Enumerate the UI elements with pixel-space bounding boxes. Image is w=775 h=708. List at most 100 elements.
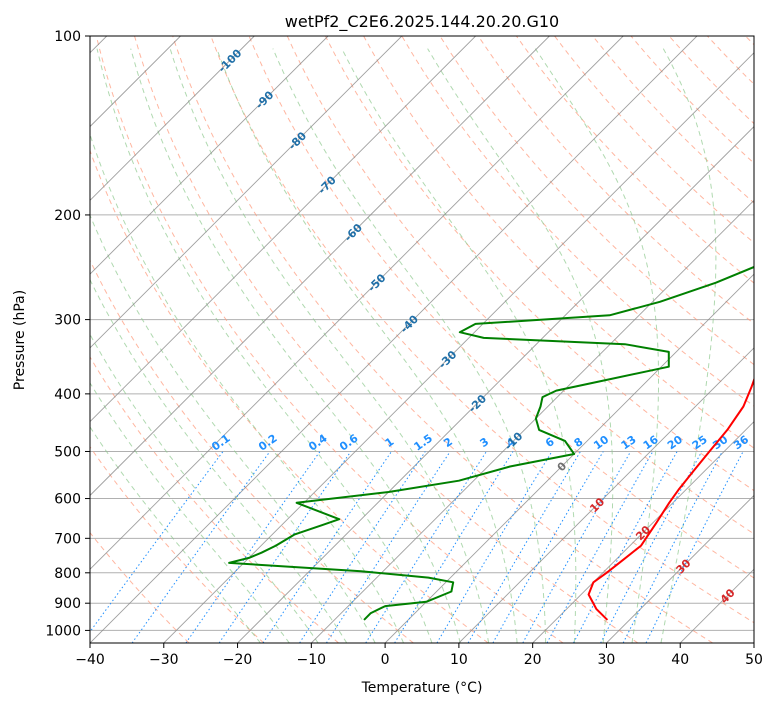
mixing-ratio-line [325, 451, 451, 643]
mixing-ratio-label: 30 [710, 433, 730, 453]
y-tick-label: 600 [54, 492, 81, 508]
background-lines [90, 36, 754, 643]
y-axis-label: Pressure (hPa) [12, 290, 28, 390]
moist-adiabat-line [216, 48, 518, 643]
mixing-ratio-line [299, 451, 426, 643]
mixing-ratio-label: 25 [690, 433, 710, 452]
moist-adiabat-line [660, 48, 717, 643]
isotherm-line [90, 36, 403, 349]
isotherm-label: -40 [398, 312, 421, 335]
isotherm-line [90, 36, 698, 643]
moist-adiabat-line [427, 48, 614, 643]
isotherm-line [458, 347, 754, 643]
mixing-ratio-label: 0.4 [306, 431, 330, 453]
moist-adiabat-line [96, 48, 433, 643]
mixing-ratio-line [90, 451, 224, 633]
isotherm-line [90, 36, 255, 201]
dry-adiabat-line [90, 149, 489, 643]
mixing-ratio-line [522, 451, 632, 643]
mixing-ratio-line [262, 451, 392, 643]
profile-lines [228, 265, 754, 621]
dry-adiabat-line [745, 36, 754, 46]
mixing-ratio-label: 36 [731, 433, 751, 453]
dry-adiabat-line [95, 36, 564, 643]
y-axis: 100 200 300 400 500 600 700 800 900 1000 [45, 29, 90, 639]
moist-adiabat-line [90, 333, 319, 643]
mixing-ratio-line [436, 451, 553, 643]
isotherm-line [753, 642, 754, 643]
moist-adiabat-line [534, 48, 659, 643]
x-tick-label: −30 [149, 652, 179, 668]
isotherm-line [311, 199, 754, 643]
chart-title: wetPf2_C2E6.2025.144.20.20.G10 [285, 12, 559, 32]
mixing-ratio-label: 1 [383, 435, 397, 450]
x-tick-label: −10 [297, 652, 327, 668]
dry-adiabat-line [90, 445, 265, 643]
moist-adiabat-line [90, 381, 290, 643]
mixing-ratio-label: 10 [591, 433, 611, 453]
dry-adiabat-line [401, 36, 754, 407]
moist-adiabat-line [341, 48, 577, 643]
mixing-ratio-label: 0.1 [209, 432, 232, 454]
isotherm-label: -10 [502, 429, 525, 452]
mixing-ratio-line [185, 451, 321, 643]
isotherm-label: -70 [316, 173, 339, 196]
dry-adiabat-line [248, 36, 754, 579]
isotherm-line [606, 494, 754, 643]
y-tick-label: 500 [54, 444, 81, 460]
isotherm-line [90, 36, 624, 570]
dry-adiabat-line [90, 531, 190, 643]
dry-adiabat-line [210, 36, 754, 624]
isotherm-line [90, 36, 550, 497]
mixing-ratio-line [218, 451, 352, 643]
mixing-ratio-label: 0.6 [337, 431, 361, 453]
moist-adiabat-line [90, 132, 405, 643]
y-tick-label: 700 [54, 531, 81, 547]
isotherm-line [532, 421, 754, 643]
dry-adiabat-line [439, 36, 754, 366]
dry-adiabat-line [592, 36, 754, 204]
x-tick-label: 20 [524, 652, 542, 668]
mixing-ratio-line [573, 451, 678, 643]
moist-adiabat-line [130, 48, 461, 643]
dry-adiabat-line [172, 36, 713, 643]
dry-adiabat-line [515, 36, 754, 284]
y-tick-label: 200 [54, 208, 81, 224]
isotherm-label: -60 [342, 221, 365, 244]
isotherm-line [384, 273, 754, 643]
mixing-ratio-line [365, 451, 487, 643]
mixing-ratio-label: 8 [572, 435, 586, 450]
mixing-ratio-line [131, 451, 271, 643]
dry-adiabat-line [707, 36, 754, 85]
moist-adiabat-line [90, 426, 261, 643]
x-tick-label: 50 [745, 652, 763, 668]
x-tick-label: 0 [381, 652, 390, 668]
isotherm-label: -90 [253, 88, 276, 111]
isotherm-label: -50 [365, 271, 388, 294]
isotherm-label: -20 [466, 392, 489, 415]
x-tick-label: 10 [450, 652, 468, 668]
isotherm-label: -100 [216, 46, 245, 75]
dry-adiabat-line [554, 36, 754, 244]
mixing-ratio-line [600, 451, 703, 643]
mixing-ratio-label: 16 [641, 433, 661, 453]
dry-adiabat-line [363, 36, 754, 449]
isotherm-line [90, 36, 329, 275]
mixing-ratio-label: 3 [478, 435, 492, 450]
dry-adiabat-line [134, 36, 639, 643]
temperature-line [587, 377, 754, 621]
x-tick-label: −20 [223, 652, 253, 668]
y-tick-label: 800 [54, 566, 81, 582]
x-axis: −40 −30 −20 −10 0 10 20 30 40 50 [75, 643, 763, 668]
dry-adiabat-line [90, 356, 339, 643]
dewpoint-line [228, 265, 754, 621]
isotherm-label: -80 [286, 129, 309, 152]
x-tick-label: 30 [598, 652, 616, 668]
y-tick-label: 400 [54, 387, 81, 403]
mixing-ratio-label: 13 [619, 433, 639, 452]
dry-adiabat-line [325, 36, 754, 492]
mixing-ratio-label: 1.5 [412, 432, 435, 454]
mixing-ratio-line [467, 451, 581, 643]
x-axis-label: Temperature (°C) [361, 680, 483, 696]
